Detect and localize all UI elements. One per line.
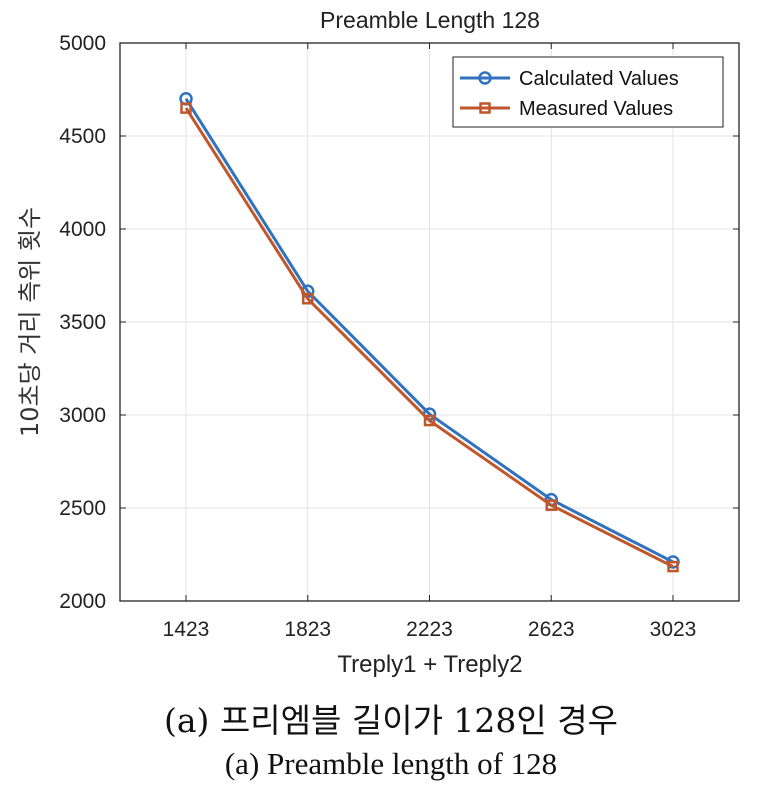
x-axis-label: Treply1 + Treply2 [337,651,522,678]
y-tick-label: 3500 [59,311,106,334]
y-axis-label: 10초당 거리 측위 횟수 [16,207,44,437]
legend-box [452,56,724,128]
data-point-square [180,102,192,114]
caption-english: (a) Preamble length of 128 [224,746,558,781]
x-axis-ticks: 1423 1823 2223 2623 3023 [163,43,697,641]
line-chart: Preamble Length 128 2000 2500 3000 3500 4000… [16,7,740,678]
legend-label: Measured Values [519,98,673,120]
x-tick-label: 2623 [528,618,575,641]
series-layer [179,92,680,573]
x-tick-label: 1823 [284,618,331,641]
y-tick-label: 3000 [59,404,106,427]
legend-marker-square [479,102,491,114]
y-tick-label: 4500 [59,125,106,148]
legend: Calculated Values Measured Values [452,56,724,128]
y-tick-label: 2000 [59,590,106,613]
y-tick-label: 2500 [59,497,106,520]
data-point-square [302,293,314,305]
legend-label: Calculated Values [519,68,679,90]
series-line [184,97,674,564]
caption-korean: (a) 프리엠블 길이가 128인 경우 [164,701,618,740]
x-tick-label: 2223 [406,618,453,641]
chart-title: Preamble Length 128 [320,7,540,33]
legend-marker-circle [478,71,492,85]
data-point-square [545,499,557,511]
series-square [180,102,679,573]
x-tick-label: 3023 [650,618,697,641]
y-tick-label: 4000 [59,218,106,241]
x-tick-label: 1423 [163,618,210,641]
y-tick-label: 5000 [59,32,106,55]
series-line [184,107,674,568]
data-point-square [667,560,679,573]
y-axis-ticks: 2000 2500 3000 3500 4000 4500 5000 [59,32,739,613]
data-point-square [423,414,436,427]
